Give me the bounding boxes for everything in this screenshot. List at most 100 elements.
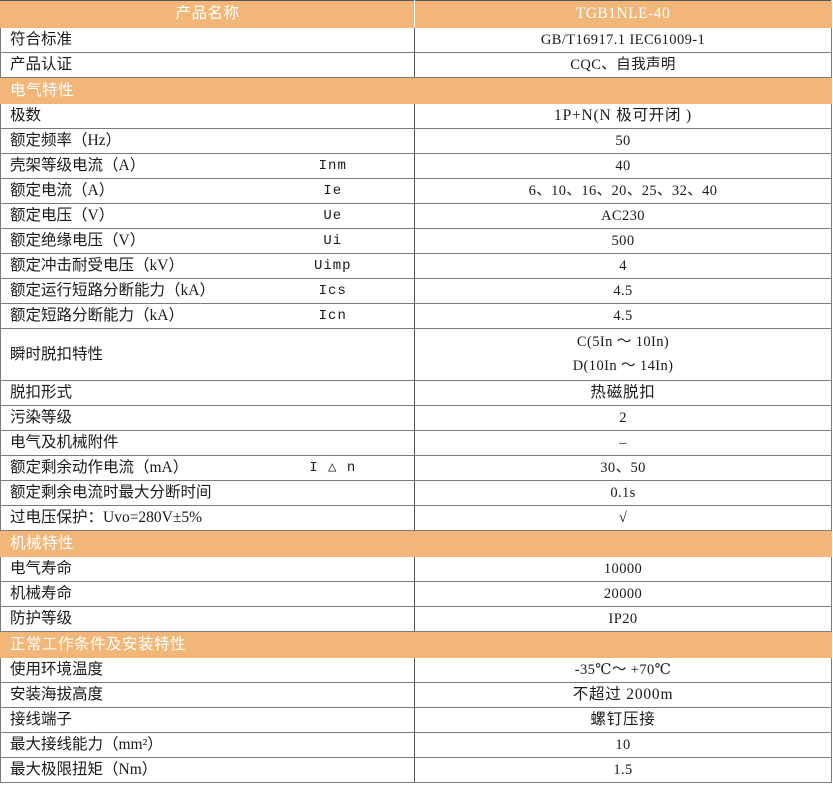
row-value: 4 bbox=[414, 253, 833, 279]
row-label: 额定频率（Hz） bbox=[0, 128, 296, 154]
row-symbol bbox=[295, 657, 416, 683]
table-row: 安装海拔高度 不超过 2000m bbox=[0, 682, 833, 708]
row-label: 壳架等级电流（A） bbox=[0, 153, 296, 179]
row-symbol bbox=[295, 328, 416, 381]
row-label: 最大极限扭矩（Nm） bbox=[0, 757, 296, 783]
table-row: 最大极限扭矩（Nm） 1.5 bbox=[0, 757, 833, 783]
table-row: 额定冲击耐受电压（kV） Uimp 4 bbox=[0, 253, 833, 279]
table-row: 产品认证 CQC、自我声明 bbox=[0, 52, 833, 78]
row-value: 1.5 bbox=[414, 757, 833, 783]
table-row: 防护等级 IP20 bbox=[0, 606, 833, 632]
row-symbol: Inm bbox=[295, 153, 416, 179]
row-symbol bbox=[295, 556, 416, 582]
row-value: 0.1s bbox=[414, 480, 833, 506]
row-label: 电气寿命 bbox=[0, 556, 296, 582]
table-row: 接线端子 螺钉压接 bbox=[0, 707, 833, 733]
row-value: GB/T16917.1 IEC61009-1 bbox=[414, 27, 833, 53]
table-row: 电气寿命 10000 bbox=[0, 556, 833, 582]
row-value: 500 bbox=[414, 228, 833, 254]
table-row: 过电压保护：Uvo=280V±5% √ bbox=[0, 505, 833, 531]
row-value-line: D(10In ～ 14In) bbox=[572, 357, 674, 374]
row-label: 安装海拔高度 bbox=[0, 682, 296, 708]
row-symbol: Icn bbox=[295, 303, 416, 329]
section-title: 机械特性 bbox=[0, 530, 833, 557]
table-row: 额定剩余动作电流（mA） I △ n 30、50 bbox=[0, 455, 833, 481]
row-value: CQC、自我声明 bbox=[414, 52, 833, 78]
header-product-name-label: 产品名称 bbox=[0, 0, 416, 28]
section-header-row: 机械特性 bbox=[0, 530, 833, 557]
table-row: 额定频率（Hz） 50 bbox=[0, 128, 833, 154]
table-row: 机械寿命 20000 bbox=[0, 581, 833, 607]
row-label: 机械寿命 bbox=[0, 581, 296, 607]
row-label: 接线端子 bbox=[0, 707, 296, 733]
table-row: 壳架等级电流（A） Inm 40 bbox=[0, 153, 833, 179]
row-label: 额定冲击耐受电压（kV） bbox=[0, 253, 296, 279]
section-header-row: 正常工作条件及安装特性 bbox=[0, 631, 833, 658]
row-label: 脱扣形式 bbox=[0, 380, 296, 406]
row-symbol: Ui bbox=[295, 228, 416, 254]
row-value-line: C(5In ～ 10In) bbox=[576, 333, 670, 350]
row-label: 电气及机械附件 bbox=[0, 430, 296, 456]
row-value: – bbox=[414, 430, 833, 456]
table-row: 最大接线能力（mm²） 10 bbox=[0, 732, 833, 758]
header-product-model: TGB1NLE-40 bbox=[414, 0, 833, 28]
row-value: 40 bbox=[414, 153, 833, 179]
row-symbol: Ics bbox=[295, 278, 416, 304]
table-row: 额定电压（V） Ue AC230 bbox=[0, 203, 833, 229]
row-label: 极数 bbox=[0, 103, 296, 129]
table-row: 额定剩余电流时最大分断时间 0.1s bbox=[0, 480, 833, 506]
row-label: 额定绝缘电压（V） bbox=[0, 228, 296, 254]
row-value: C(5In ～ 10In) D(10In ～ 14In) bbox=[414, 328, 833, 381]
row-symbol bbox=[295, 581, 416, 607]
row-symbol bbox=[295, 682, 416, 708]
table-row: 极数 1P+N(N 极可开闭 ) bbox=[0, 103, 833, 129]
table-header-row: 产品名称 TGB1NLE-40 bbox=[0, 0, 833, 28]
row-value: 4.5 bbox=[414, 278, 833, 304]
row-label: 额定电流（A） bbox=[0, 178, 296, 204]
row-label: 使用环境温度 bbox=[0, 657, 296, 683]
row-label: 瞬时脱扣特性 bbox=[0, 328, 296, 381]
row-label: 额定电压（V） bbox=[0, 203, 296, 229]
row-symbol: I △ n bbox=[295, 455, 416, 481]
row-label: 污染等级 bbox=[0, 405, 296, 431]
row-value: 20000 bbox=[414, 581, 833, 607]
row-value: 2 bbox=[414, 405, 833, 431]
table-row: 额定运行短路分断能力（kA） Ics 4.5 bbox=[0, 278, 833, 304]
row-label: 额定运行短路分断能力（kA） bbox=[0, 278, 296, 304]
row-value: √ bbox=[414, 505, 833, 531]
row-symbol: Ie bbox=[295, 178, 416, 204]
row-label: 产品认证 bbox=[0, 52, 296, 78]
row-value: 螺钉压接 bbox=[414, 707, 833, 733]
row-symbol bbox=[295, 380, 416, 406]
row-value-lines: C(5In ～ 10In) D(10In ～ 14In) bbox=[415, 331, 831, 379]
row-value: AC230 bbox=[414, 203, 833, 229]
row-symbol bbox=[295, 103, 416, 129]
row-label: 过电压保护：Uvo=280V±5% bbox=[0, 505, 296, 531]
row-label: 最大接线能力（mm²） bbox=[0, 732, 296, 758]
row-symbol bbox=[295, 505, 416, 531]
row-value: 10000 bbox=[414, 556, 833, 582]
table-row: 额定短路分断能力（kA） Icn 4.5 bbox=[0, 303, 833, 329]
row-symbol: Uimp bbox=[295, 253, 416, 279]
row-value: 50 bbox=[414, 128, 833, 154]
row-label: 额定剩余电流时最大分断时间 bbox=[0, 480, 296, 506]
table-row: 额定绝缘电压（V） Ui 500 bbox=[0, 228, 833, 254]
row-symbol: Ue bbox=[295, 203, 416, 229]
section-title: 电气特性 bbox=[0, 77, 833, 104]
table-row: 电气及机械附件 – bbox=[0, 430, 833, 456]
table-row: 脱扣形式 热磁脱扣 bbox=[0, 380, 833, 406]
row-value: 不超过 2000m bbox=[414, 682, 833, 708]
row-value: 30、50 bbox=[414, 455, 833, 481]
row-symbol bbox=[295, 606, 416, 632]
row-value: -35℃～ +70℃ bbox=[414, 657, 833, 683]
row-label: 符合标准 bbox=[0, 27, 296, 53]
row-symbol bbox=[295, 757, 416, 783]
row-value: 4.5 bbox=[414, 303, 833, 329]
row-value: 10 bbox=[414, 732, 833, 758]
row-label: 防护等级 bbox=[0, 606, 296, 632]
row-value: IP20 bbox=[414, 606, 833, 632]
row-label: 额定短路分断能力（kA） bbox=[0, 303, 296, 329]
table-row: 污染等级 2 bbox=[0, 405, 833, 431]
